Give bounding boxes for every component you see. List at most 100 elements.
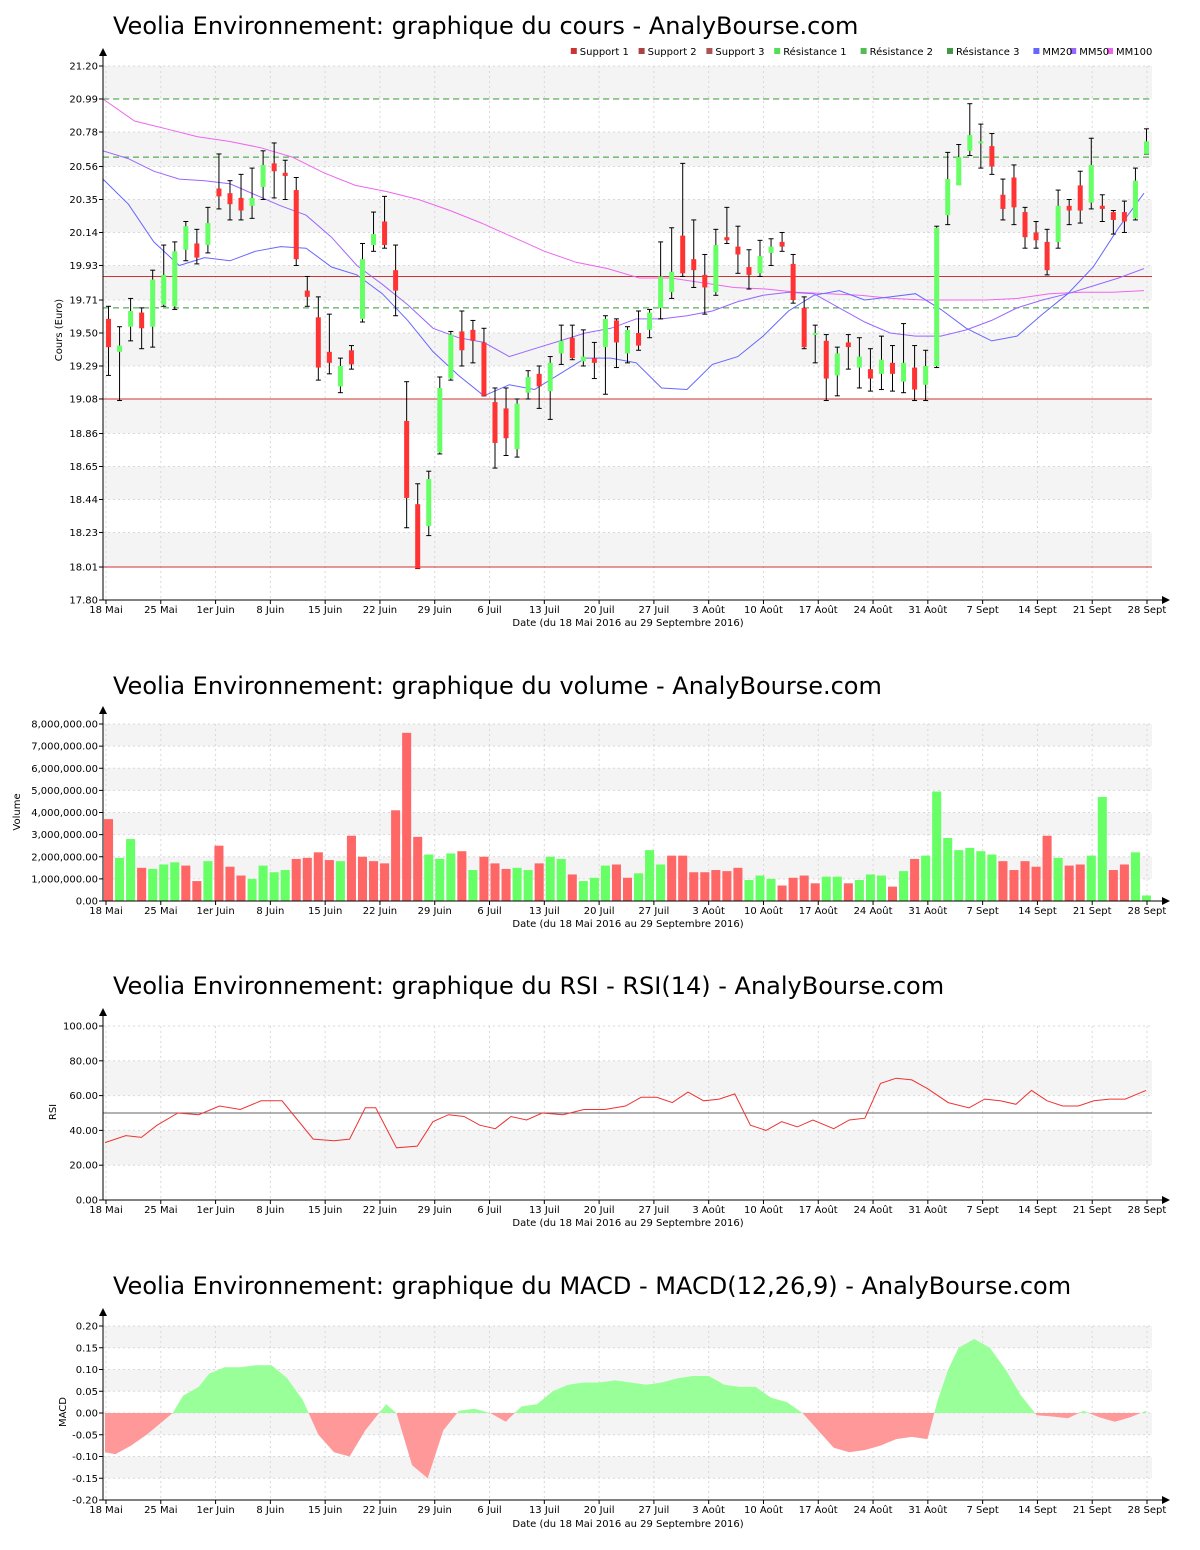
price-y-tick-label: 18.65 <box>69 462 98 473</box>
candle-body <box>724 237 730 241</box>
macd-negative-area <box>396 1413 458 1479</box>
price-y-tick-label: 21.20 <box>69 62 98 73</box>
candle-body <box>1055 205 1061 242</box>
volume-bar <box>534 863 544 901</box>
vol-x-tick-label: 10 Août <box>744 905 783 917</box>
rsi-y-tick-label: 80.00 <box>69 1056 98 1067</box>
candle-body <box>227 193 233 205</box>
legend-swatch <box>638 48 645 54</box>
candle-body <box>625 329 630 354</box>
volume-bar <box>578 881 588 901</box>
legend-label: MM100 <box>1116 47 1152 58</box>
volume-y-label: Volume <box>12 793 23 830</box>
macd-band <box>103 1369 1152 1392</box>
price-levels <box>103 98 1152 568</box>
legend-label: Support 3 <box>715 47 764 58</box>
vol-x-tick-label: 29 Juin <box>418 906 452 917</box>
price-x-arrow <box>1162 596 1170 604</box>
vol-x-tick-label: 17 Août <box>799 905 838 917</box>
volume-bar <box>722 871 732 901</box>
vol-y-tick-label: 1,000,000.00 <box>31 874 98 885</box>
price-y-label: Cours (Euro) <box>54 299 65 362</box>
price-x-tick-label: 25 Mai <box>144 605 177 616</box>
price-x-tick-label: 22 Juin <box>363 605 397 616</box>
volume-bar <box>832 876 842 901</box>
candle-body <box>658 276 664 308</box>
price-x-ticks: 18 Mai 25 Mai 1er Juin 8 Juin 15 Juin 22 Juin… <box>89 604 1166 616</box>
candle-body <box>172 251 178 307</box>
price-x-tick-label: 31 Août <box>908 604 947 616</box>
vol-x-tick-label: 7 Sept <box>966 906 998 917</box>
volume-bar <box>159 864 169 901</box>
rsi-bands <box>103 1060 1152 1166</box>
candle-body <box>713 245 719 293</box>
price-x-tick-label: 18 Mai <box>89 605 122 616</box>
candle-body <box>382 221 388 246</box>
candle-body <box>878 359 884 374</box>
price-y-tick-label: 19.50 <box>69 329 98 340</box>
candle-body <box>404 420 410 498</box>
price-x-tick-label: 3 Août <box>692 604 725 616</box>
candle-body <box>1011 177 1017 208</box>
macd-x-tick-label: 6 Juil <box>477 1505 501 1516</box>
candle-body <box>1066 205 1072 211</box>
rsi-x-tick-label: 21 Sept <box>1073 1205 1112 1216</box>
volume-bar <box>391 810 401 901</box>
candle-body <box>426 479 432 527</box>
volume-bar <box>876 875 886 901</box>
macd-x-tick-label: 7 Sept <box>966 1505 998 1516</box>
volume-bar <box>689 872 699 901</box>
candle-body <box>1033 232 1039 241</box>
candle-body <box>525 376 531 393</box>
volume-bar <box>766 878 776 901</box>
candle-body <box>282 172 288 176</box>
price-y-tick-label: 20.14 <box>69 228 98 239</box>
rsi-y-tick-label: 20.00 <box>69 1161 98 1172</box>
candle-body <box>271 163 277 172</box>
macd-positive-area <box>172 1365 309 1413</box>
volume-bar <box>302 857 312 901</box>
macd-chart-title: Veolia Environnement: graphique du MACD … <box>113 1272 1071 1300</box>
volume-bar <box>203 861 213 901</box>
candle-body <box>315 317 321 368</box>
macd-y-tick-label: -0.15 <box>72 1474 98 1485</box>
macd-positive-area <box>514 1376 803 1413</box>
macd-y-arrow <box>99 1308 107 1316</box>
price-y-tick-label: 19.93 <box>69 261 98 272</box>
price-band <box>103 532 1152 568</box>
volume-bar <box>236 875 246 901</box>
price-x-tick-label: 24 Août <box>854 604 893 616</box>
price-x-tick-label: 27 Juil <box>639 605 670 616</box>
vol-x-tick-label: 31 Août <box>908 905 947 917</box>
macd-axes <box>99 1308 1170 1504</box>
volume-bar <box>656 864 666 901</box>
volume-bar <box>413 836 423 901</box>
volume-bar <box>645 850 655 901</box>
volume-bar <box>1053 857 1063 901</box>
candle-body <box>613 320 619 343</box>
legend-swatch <box>570 48 577 54</box>
volume-bar <box>755 875 765 901</box>
macd-y-tick-label: 0.10 <box>76 1365 98 1376</box>
volume-bar <box>843 883 853 901</box>
price-x-tick-label: 7 Sept <box>966 605 998 616</box>
vol-x-tick-label: 13 Juil <box>529 906 560 917</box>
macd-negative-area <box>308 1413 380 1457</box>
macd-y-tick-label: 0.15 <box>76 1343 98 1354</box>
rsi-x-tick-label: 6 Juil <box>477 1205 501 1216</box>
price-x-tick-label: 29 Juin <box>418 605 452 616</box>
mm20-line <box>102 178 1145 397</box>
candle-body <box>459 331 465 351</box>
legend-label: Résistance 3 <box>956 46 1019 58</box>
price-y-tick-label: 18.01 <box>69 563 98 574</box>
rsi-y-tick-label: 60.00 <box>69 1091 98 1102</box>
price-axes <box>99 48 1170 604</box>
price-chart: Veolia Environnement: graphique du cours… <box>54 12 1170 629</box>
candle-body <box>779 241 785 247</box>
vol-x-tick-label: 6 Juil <box>477 906 501 917</box>
price-x-tick-label: 13 Juil <box>529 605 560 616</box>
volume-bar <box>788 877 798 901</box>
vol-x-tick-label: 3 Août <box>692 905 725 917</box>
price-band <box>103 265 1152 301</box>
macd-x-tick-label: 17 Août <box>799 1504 838 1516</box>
